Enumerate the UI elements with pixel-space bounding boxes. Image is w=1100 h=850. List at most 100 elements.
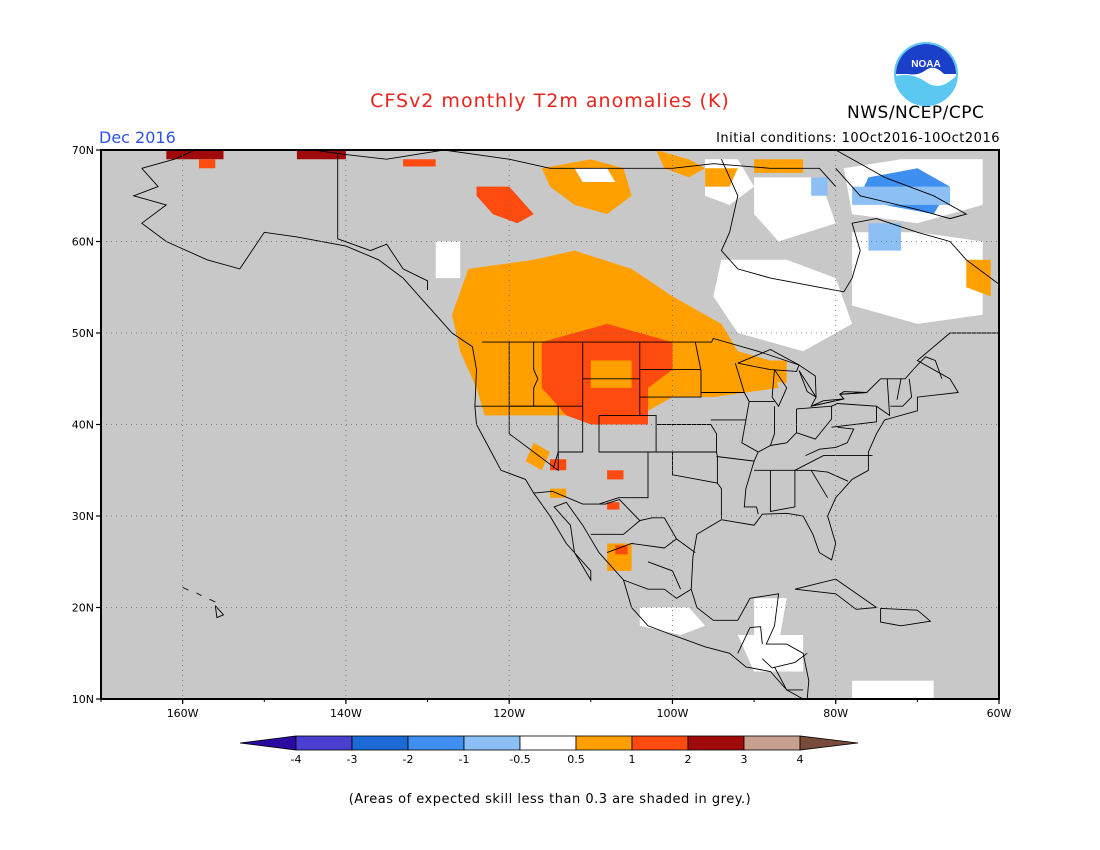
colorbar-label: -4 (291, 753, 302, 766)
colorbar-label: -1 (459, 753, 470, 766)
coast-line (876, 378, 891, 417)
coast-line (533, 342, 539, 407)
colorbar-segment (743, 735, 801, 751)
anomaly-shading (166, 150, 991, 699)
anomaly-region (607, 470, 624, 480)
lat-label: 50N (72, 327, 94, 340)
colorbar-segment (463, 735, 521, 751)
anomaly-region (166, 150, 224, 160)
lon-label: 140W (330, 707, 362, 720)
coast-line (182, 586, 189, 591)
map-axes: 70N 60N 50N 40N 30N 20N 10N 160W 140W 120W 100W 80W… (72, 144, 1012, 720)
coast-line (737, 349, 800, 372)
anomaly-region (868, 223, 901, 251)
anomaly-region (852, 680, 934, 699)
anomaly-region (966, 259, 991, 297)
noaa-logo: NOAA (894, 42, 958, 106)
lat-label: 40N (72, 419, 94, 432)
coast-line (606, 538, 677, 554)
lat-label: 60N (72, 236, 94, 249)
coast-line (720, 159, 999, 293)
anomaly-region (590, 360, 632, 388)
lon-label: 80W (823, 707, 848, 720)
coast-line (623, 579, 692, 599)
anomaly-region (639, 607, 706, 635)
lat-label: 70N (72, 144, 94, 157)
colorbar-segment (687, 735, 745, 751)
coast-line (794, 455, 873, 471)
lat-label: 20N (72, 602, 94, 615)
forecast-month: Dec 2016 (99, 128, 176, 147)
anomaly-region (705, 168, 738, 187)
anomaly-region (713, 259, 853, 352)
lat-label: 10N (72, 693, 94, 706)
colorbar-label: 3 (741, 753, 748, 766)
coast-line (796, 405, 833, 440)
coast-line (835, 150, 968, 220)
colorbar: -4 -3 -2 -1 -0.5 0.5 1 2 3 4 (239, 735, 859, 766)
lat-label: 30N (72, 510, 94, 523)
colorbar-label: 2 (685, 753, 692, 766)
colorbar-label: 1 (629, 753, 636, 766)
anomaly-region (754, 159, 804, 173)
agency-label: NWS/NCEP/CPC (847, 103, 985, 123)
coast-line (590, 520, 641, 535)
anomaly-region (296, 150, 346, 160)
coast-line (209, 598, 216, 603)
coast-line (798, 370, 817, 398)
colorbar-segment (407, 735, 465, 751)
coast-line (754, 469, 796, 512)
coast-line (805, 426, 855, 457)
coast-line (214, 605, 225, 619)
coast-line (880, 607, 932, 627)
anomaly-region (656, 150, 706, 178)
colorbar-segment (631, 735, 689, 751)
coast-line (482, 337, 943, 407)
chart-title: CFSv2 monthly T2m anomalies (K) (370, 90, 730, 112)
coast-line (743, 460, 759, 515)
colorbar-segment (575, 735, 633, 751)
lon-label: 100W (657, 707, 689, 720)
coast-line (196, 592, 202, 596)
anomaly-region (811, 177, 828, 196)
coast-line (132, 168, 804, 699)
coastlines-borders (132, 150, 999, 699)
colorbar-label: -2 (403, 753, 414, 766)
coast-line (717, 482, 722, 519)
coast-line (810, 470, 828, 498)
colorbar-min-arrow (239, 735, 297, 751)
anomaly-region (607, 502, 620, 510)
anomaly-region (615, 545, 628, 555)
colorbar-segment (519, 735, 577, 751)
colorbar-segment (351, 735, 409, 751)
map-background (101, 150, 999, 699)
anomaly-region (435, 241, 461, 279)
anomaly-region (754, 360, 787, 384)
coast-line (771, 369, 788, 408)
coast-line (734, 363, 745, 393)
colorbar-label: -0.5 (509, 753, 530, 766)
lon-label: 120W (493, 707, 525, 720)
anomaly-region (403, 159, 436, 167)
lon-label: 60W (987, 707, 1012, 720)
coast-line (794, 578, 878, 610)
coast-line (794, 469, 849, 482)
coast-line (598, 424, 717, 505)
anomaly-region (852, 232, 983, 324)
coast-line (761, 652, 808, 669)
coast-line (141, 150, 837, 187)
anomaly-region (852, 186, 950, 205)
colorbar-label: 0.5 (567, 753, 585, 766)
colorbar-label: 4 (797, 753, 804, 766)
initial-conditions: Initial conditions: 10Oct2016-10Oct2016 (716, 131, 1000, 146)
coast-line (770, 408, 797, 446)
coast-line (337, 152, 428, 290)
logo-text: NOAA (911, 59, 940, 70)
coast-line (639, 342, 702, 398)
anomaly-region (525, 442, 550, 471)
coast-line (474, 405, 559, 472)
coast-line (533, 490, 696, 553)
anomaly-region (574, 168, 616, 182)
coast-line (896, 378, 902, 400)
